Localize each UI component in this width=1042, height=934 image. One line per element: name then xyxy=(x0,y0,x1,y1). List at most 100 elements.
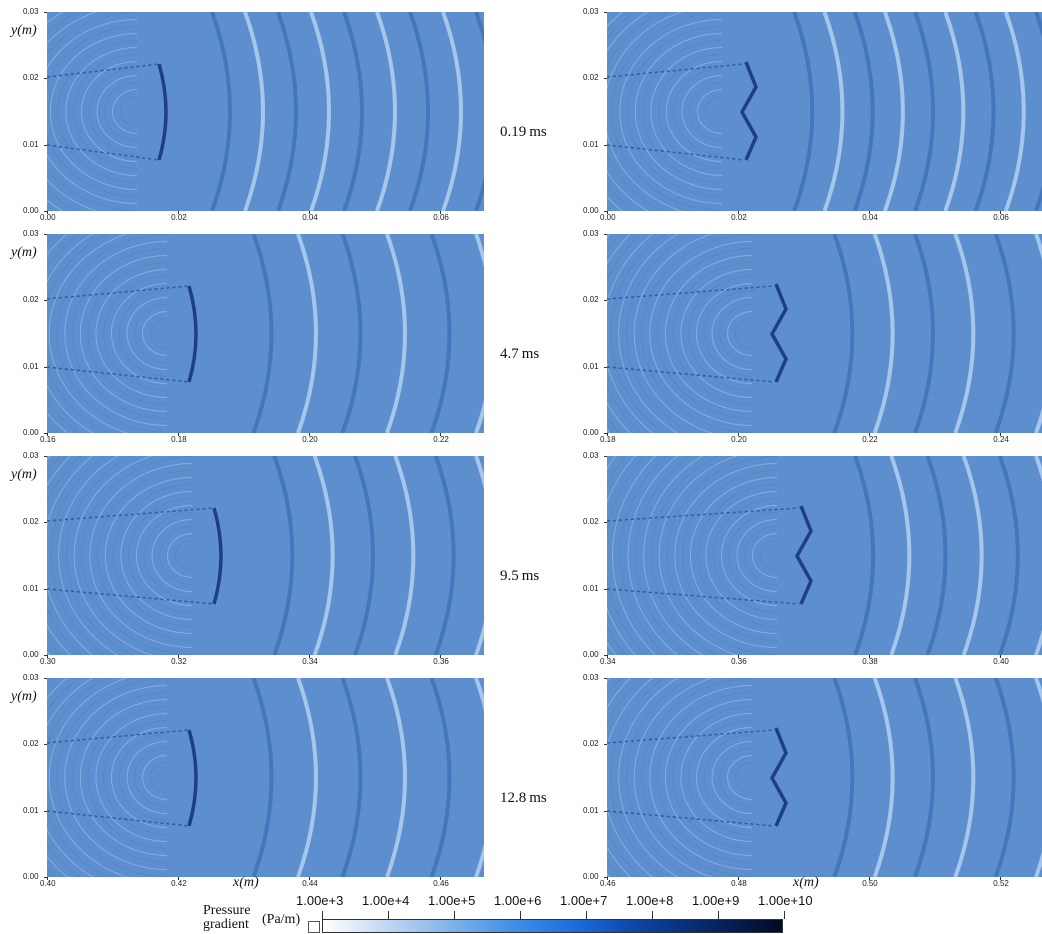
panel-row1-left xyxy=(47,12,484,211)
y-axis-label: y(m) xyxy=(11,245,37,260)
x-tick-mark xyxy=(47,211,48,214)
x-tick-label: 0.02 xyxy=(731,213,747,222)
x-tick-mark xyxy=(738,211,740,214)
y-tick-label: 0.00 xyxy=(23,428,39,437)
x-tick-label: 0.00 xyxy=(600,213,616,222)
x-tick-mark xyxy=(869,211,871,214)
x-tick-mark xyxy=(309,433,311,436)
x-tick-mark xyxy=(440,877,442,880)
y-tick-label: 0.03 xyxy=(583,451,599,461)
colorbar-tick-label: 1.00e+9 xyxy=(692,893,740,908)
x-tick-label: 0.38 xyxy=(862,657,878,666)
x-tick-label: 0.44 xyxy=(302,879,318,888)
colorbar-tick-mark xyxy=(652,911,653,919)
pressure-gradient-field xyxy=(607,12,1042,211)
x-tick-label: 0.46 xyxy=(600,879,616,888)
colorbar-tick-mark xyxy=(520,911,521,919)
x-tick-label: 0.18 xyxy=(600,435,616,444)
y-tick-label: 0.03 xyxy=(23,673,39,683)
y-tick-label: 0.00 xyxy=(583,650,599,659)
x-axis-label: x(m) xyxy=(793,875,819,890)
x-tick-label: 0.32 xyxy=(171,657,187,666)
x-tick-label: 0.00 xyxy=(40,213,56,222)
colorbar-tick-mark xyxy=(388,911,389,919)
y-tick-mark xyxy=(44,744,47,746)
pressure-gradient-field xyxy=(607,456,1042,655)
y-tick-label: 0.01 xyxy=(583,361,599,371)
x-tick-mark xyxy=(47,433,48,436)
y-tick-mark xyxy=(44,144,47,146)
y-tick-mark xyxy=(44,810,47,812)
x-tick-label: 0.34 xyxy=(302,657,318,666)
y-tick-mark xyxy=(604,78,607,80)
colorbar-tick-label: 1.00e+10 xyxy=(758,893,813,908)
x-tick-label: 0.40 xyxy=(40,879,56,888)
x-tick-label: 0.22 xyxy=(433,435,449,444)
colorbar-tick-mark xyxy=(322,911,323,919)
y-tick-label: 0.02 xyxy=(583,73,599,83)
pressure-gradient-field xyxy=(47,234,484,433)
x-tick-label: 0.04 xyxy=(862,213,878,222)
y-tick-mark xyxy=(604,144,607,146)
x-tick-label: 0.50 xyxy=(862,879,878,888)
colorbar-tick-label: 1.00e+4 xyxy=(362,893,410,908)
x-tick-label: 0.20 xyxy=(302,435,318,444)
x-tick-mark xyxy=(1000,655,1002,658)
x-tick-mark xyxy=(440,655,442,658)
y-tick-label: 0.00 xyxy=(583,872,599,881)
x-tick-label: 0.06 xyxy=(433,213,449,222)
y-tick-label: 0.03 xyxy=(583,673,599,683)
colorbar-title-line1: Pressure xyxy=(203,903,251,918)
y-tick-label: 0.03 xyxy=(583,7,599,17)
y-tick-label: 0.01 xyxy=(583,805,599,815)
x-tick-label: 0.22 xyxy=(862,435,878,444)
x-tick-label: 0.48 xyxy=(731,879,747,888)
y-tick-mark xyxy=(604,300,607,302)
y-tick-mark xyxy=(604,12,607,14)
y-tick-label: 0.03 xyxy=(23,451,39,461)
y-tick-mark xyxy=(44,366,47,368)
colorbar xyxy=(322,919,783,933)
y-tick-mark xyxy=(604,810,607,812)
y-axis-label: y(m) xyxy=(11,467,37,482)
colorbar-tick-label: 1.00e+6 xyxy=(494,893,542,908)
y-tick-label: 0.03 xyxy=(23,229,39,239)
x-tick-mark xyxy=(178,877,180,880)
x-tick-label: 0.20 xyxy=(731,435,747,444)
y-tick-mark xyxy=(44,300,47,302)
x-tick-mark xyxy=(869,655,871,658)
panel-row4-right xyxy=(607,678,1042,877)
x-axis-label: x(m) xyxy=(233,875,259,890)
y-tick-mark xyxy=(44,678,47,680)
pressure-gradient-field xyxy=(47,456,484,655)
colorbar-nan-swatch xyxy=(308,921,320,933)
colorbar-tick-label: 1.00e+5 xyxy=(428,893,476,908)
y-tick-mark xyxy=(44,522,47,524)
y-tick-label: 0.01 xyxy=(23,805,39,815)
y-tick-mark xyxy=(604,522,607,524)
x-tick-mark xyxy=(309,655,311,658)
time-label: 4.7 ms xyxy=(500,346,540,362)
y-tick-label: 0.01 xyxy=(583,139,599,149)
y-tick-mark xyxy=(44,655,47,656)
y-tick-mark xyxy=(604,744,607,746)
panel-row2-right xyxy=(607,234,1042,433)
y-tick-label: 0.02 xyxy=(583,295,599,305)
y-tick-label: 0.00 xyxy=(23,206,39,215)
x-tick-mark xyxy=(738,655,740,658)
x-tick-mark xyxy=(1000,877,1002,880)
colorbar-tick-mark xyxy=(718,911,719,919)
y-tick-mark xyxy=(44,456,47,458)
y-tick-label: 0.00 xyxy=(583,206,599,215)
pressure-gradient-field xyxy=(607,678,1042,877)
x-tick-mark xyxy=(607,433,608,436)
x-tick-mark xyxy=(47,655,48,658)
time-label: 0.19 ms xyxy=(500,124,547,140)
time-label: 12.8 ms xyxy=(500,790,547,806)
y-tick-label: 0.02 xyxy=(23,517,39,527)
y-tick-mark xyxy=(44,433,47,434)
y-tick-label: 0.00 xyxy=(23,872,39,881)
pressure-gradient-field xyxy=(47,12,484,211)
x-tick-mark xyxy=(1000,433,1002,436)
colorbar-tick-label: 1.00e+3 xyxy=(296,893,344,908)
